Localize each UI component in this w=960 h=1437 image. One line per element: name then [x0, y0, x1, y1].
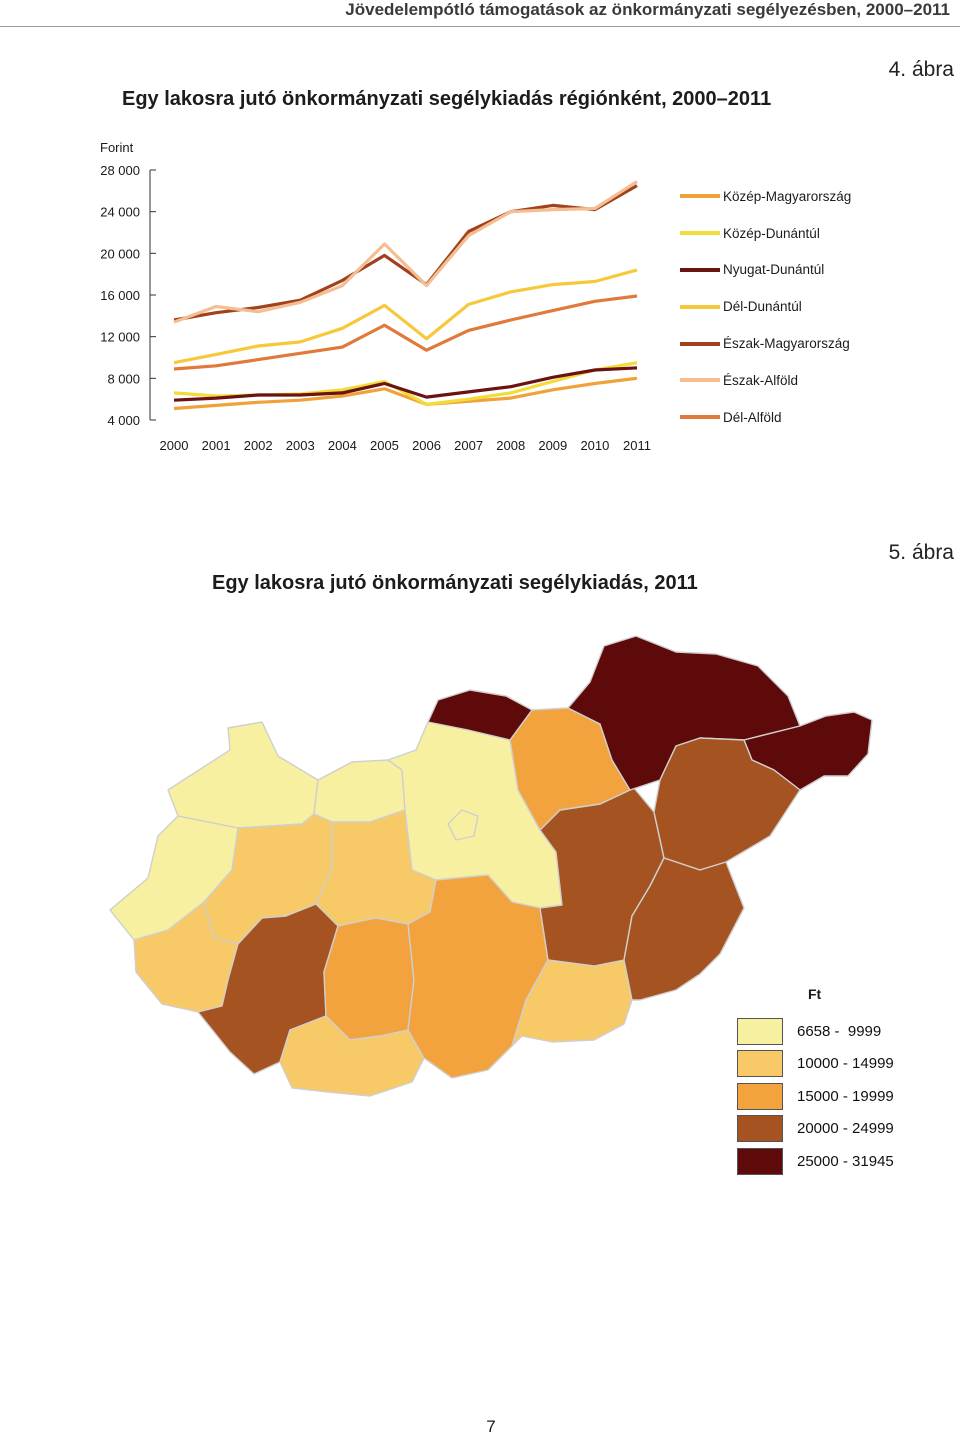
legend-swatch — [680, 304, 720, 309]
map-legend-item: 10000 - 14999 — [737, 1049, 894, 1079]
y-tick-label: 16 000 — [100, 288, 140, 303]
series-line-4 — [173, 184, 638, 322]
legend-label: Észak-Magyarország — [723, 336, 850, 352]
legend-label: Közép-Dunántúl — [723, 225, 820, 241]
y-tick-label: 28 000 — [100, 163, 140, 178]
county-nograd — [427, 689, 533, 741]
x-tick-label: 2003 — [286, 438, 315, 453]
x-tick-label: 2007 — [454, 438, 483, 453]
county-baranya — [279, 1015, 425, 1097]
series-line-0 — [173, 376, 638, 411]
running-header: Jövedelempótló támogatások az önkormányz… — [345, 0, 950, 19]
legend-swatch — [680, 378, 720, 383]
map-legend-item: 25000 - 31945 — [737, 1146, 894, 1176]
y-tick-label: 20 000 — [100, 246, 140, 261]
legend-label: Dél-Dunántúl — [723, 299, 802, 315]
legend-swatch — [680, 415, 720, 420]
map-legend-item: 15000 - 19999 — [737, 1081, 894, 1111]
county-gyor-moson-sopron — [167, 721, 319, 829]
series-line-5 — [173, 180, 638, 324]
chart-legend: Közép-Magyarország Közép-Dunántúl Nyugat-D… — [680, 178, 851, 436]
x-tick-label: 2008 — [496, 438, 525, 453]
legend-swatch — [680, 231, 720, 236]
figure-5-number: 5. ábra — [888, 541, 954, 564]
x-tick-label: 2004 — [328, 438, 357, 453]
y-axis: 4 000 8 000 12 000 16 000 20 000 24 000 28 000 — [100, 163, 156, 428]
legend-swatch — [680, 341, 720, 346]
map-legend-label: 15000 - 19999 — [797, 1087, 894, 1105]
legend-item: Észak-Magyarország — [680, 325, 851, 362]
map-legend-unit: Ft — [808, 986, 822, 1002]
legend-item: Nyugat-Dunántúl — [680, 252, 851, 289]
legend-swatch — [680, 194, 720, 199]
county-komarom-esztergom — [313, 759, 406, 823]
legend-item: Közép-Dunántúl — [680, 215, 851, 252]
map-legend-item: 6658 - 9999 — [737, 1016, 894, 1046]
map-legend: 6658 - 9999 10000 - 14999 15000 - 19999 200… — [737, 1016, 894, 1179]
x-tick-label: 2002 — [244, 438, 273, 453]
map-legend-label: 10000 - 14999 — [797, 1055, 894, 1072]
x-tick-label: 2000 — [160, 438, 189, 453]
x-tick-label: 2009 — [538, 438, 567, 453]
legend-label: Észak-Alföld — [723, 372, 799, 388]
series-lines — [173, 180, 638, 411]
x-tick-label: 2011 — [623, 438, 651, 453]
map-legend-label: 6658 - 9999 — [797, 1022, 882, 1040]
figure-4-title: Egy lakosra jutó önkormányzati segélykia… — [122, 88, 772, 110]
legend-swatch — [680, 267, 720, 272]
hungary-county-map — [109, 635, 873, 1097]
x-tick-label: 2005 — [370, 438, 399, 453]
series-line-2 — [173, 366, 638, 402]
figure-4-number: 4. ábra — [888, 58, 954, 81]
legend-item: Dél-Alföld — [680, 399, 851, 436]
map-legend-swatch — [737, 1147, 783, 1175]
legend-item: Közép-Magyarország — [680, 178, 851, 215]
x-tick-label: 2006 — [412, 438, 441, 453]
legend-label: Dél-Alföld — [723, 409, 782, 425]
series-line-6 — [173, 294, 638, 371]
y-tick-label: 4 000 — [107, 413, 140, 428]
county-bekes — [623, 857, 745, 1001]
y-tick-label: 24 000 — [100, 205, 140, 220]
legend-label: Közép-Magyarország — [723, 188, 852, 204]
legend-item: Észak-Alföld — [680, 362, 851, 399]
x-tick-label: 2010 — [580, 438, 609, 453]
x-axis: 2000 2001 2002 2003 2004 2005 2006 2007 2008 2009… — [160, 438, 651, 453]
legend-item: Dél-Dunántúl — [680, 288, 851, 325]
map-legend-swatch — [737, 1082, 783, 1110]
map-legend-label: 20000 - 24999 — [797, 1120, 894, 1137]
header-rule — [0, 26, 960, 27]
map-legend-swatch — [737, 1017, 783, 1045]
map-legend-label: 25000 - 31945 — [797, 1152, 894, 1170]
county-budapest — [447, 809, 479, 841]
regional-line-chart: Forint 4 000 8 000 12 000 16 000 20 000 24 00… — [100, 140, 651, 453]
y-axis-unit-label: Forint — [100, 140, 134, 155]
map-legend-swatch — [737, 1050, 783, 1077]
county-tolna — [323, 917, 415, 1041]
page-number: 7 — [486, 1417, 496, 1436]
legend-label: Nyugat-Dunántúl — [723, 262, 825, 278]
y-tick-label: 8 000 — [107, 371, 140, 386]
map-legend-swatch — [737, 1115, 783, 1142]
series-line-3 — [173, 268, 638, 365]
x-tick-label: 2001 — [202, 438, 231, 453]
figure-5-title: Egy lakosra jutó önkormányzati segélykia… — [212, 572, 698, 594]
y-tick-label: 12 000 — [100, 330, 140, 345]
map-legend-item: 20000 - 24999 — [737, 1114, 894, 1144]
